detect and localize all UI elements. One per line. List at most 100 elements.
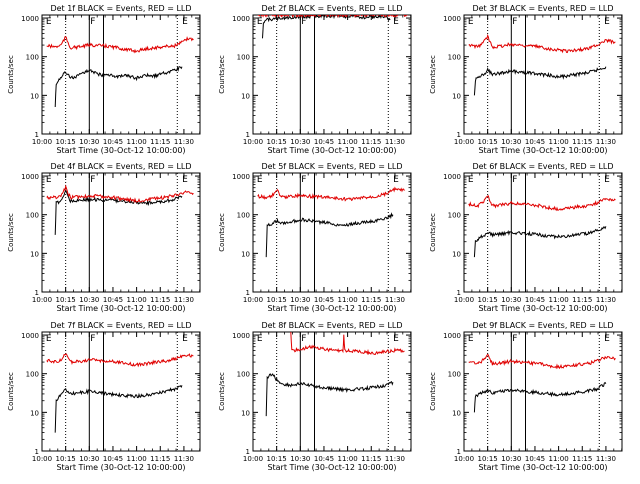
x-axis-label: Start Time (30-Oct-12 10:00:00): [267, 463, 396, 472]
interval-marker-label: F: [512, 175, 517, 185]
x-axis-label: Start Time (30-Oct-12 10:00:00): [56, 304, 185, 313]
x-tick-label: 11:30: [596, 138, 616, 146]
plot-frame: [252, 14, 412, 135]
y-axis-label: Counts/sec: [7, 55, 15, 94]
plot-frame: [41, 331, 201, 452]
x-axis-label: Start Time (30-Oct-12 10:00:00): [267, 146, 396, 155]
x-tick-label: 10:30: [79, 138, 99, 146]
x-tick-label: 10:30: [501, 455, 521, 463]
y-tick-label: 100: [26, 371, 39, 379]
y-tick-label: 10: [241, 409, 250, 417]
x-tick-label: 10:15: [478, 455, 498, 463]
panel-title: Det 2f BLACK = Events, RED = LLD: [261, 4, 402, 13]
x-axis-label: Start Time (30-Oct-12 10:00:00): [56, 146, 185, 155]
panel-title: Det 3f BLACK = Events, RED = LLD: [472, 4, 613, 13]
lld-series-line: [290, 332, 405, 356]
x-tick-label: 10:30: [290, 455, 310, 463]
y-tick-label: 100: [237, 371, 250, 379]
x-tick-label: 11:15: [150, 296, 170, 304]
x-tick-label: 10:00: [32, 296, 52, 304]
x-tick-label: 10:45: [314, 296, 334, 304]
x-tick-label: 11:30: [596, 455, 616, 463]
y-tick-label: 1000: [21, 173, 39, 181]
y-tick-label: 10: [241, 92, 250, 100]
x-tick-label: 10:15: [56, 138, 76, 146]
interval-marker-label: F: [90, 334, 95, 344]
interval-marker-label: E: [182, 17, 188, 27]
x-axis-label: Start Time (30-Oct-12 10:00:00): [56, 463, 185, 472]
lld-series-line: [46, 184, 194, 204]
y-axis-label: Counts/sec: [218, 372, 226, 411]
x-tick-label: 10:30: [79, 296, 99, 304]
interval-marker-label: E: [257, 334, 263, 344]
y-tick-label: 1: [246, 289, 250, 297]
y-tick-label: 10: [30, 409, 39, 417]
interval-marker-label: E: [468, 175, 474, 185]
x-tick-label: 11:15: [572, 296, 592, 304]
panel-title: Det 7f BLACK = Events, RED = LLD: [50, 321, 191, 330]
x-tick-label: 11:15: [150, 138, 170, 146]
x-tick-label: 11:15: [361, 296, 381, 304]
x-tick-label: 11:15: [361, 455, 381, 463]
x-axis-label: Start Time (30-Oct-12 10:00:00): [478, 463, 607, 472]
y-tick-label: 100: [448, 371, 461, 379]
y-tick-label: 10: [452, 250, 461, 258]
x-tick-label: 11:00: [338, 296, 358, 304]
y-tick-label: 1: [35, 448, 39, 456]
events-series-line: [473, 381, 607, 413]
y-axis-label: Counts/sec: [218, 55, 226, 94]
interval-marker-label: F: [512, 17, 517, 27]
x-tick-label: 10:30: [290, 296, 310, 304]
panel-4: Det 4f BLACK = Events, RED = LLD 1 10 100 10…: [7, 162, 201, 313]
interval-marker-label: E: [393, 17, 399, 27]
lld-series-line: [468, 195, 616, 212]
x-tick-label: 10:00: [454, 455, 474, 463]
interval-marker-label: E: [182, 175, 188, 185]
interval-marker-label: E: [46, 334, 52, 344]
y-tick-label: 1000: [21, 15, 39, 23]
lld-series-line: [46, 36, 194, 54]
x-tick-label: 10:00: [243, 455, 263, 463]
panel-3: Det 3f BLACK = Events, RED = LLD 1 10 100 10…: [429, 4, 623, 155]
y-axis-label: Counts/sec: [7, 213, 15, 252]
x-tick-label: 11:00: [549, 455, 569, 463]
plot-frame: [463, 331, 623, 452]
lld-series-line: [468, 33, 616, 54]
y-tick-label: 1000: [232, 332, 250, 340]
y-tick-label: 1: [35, 289, 39, 297]
y-tick-label: 1: [246, 131, 250, 139]
x-tick-label: 10:15: [267, 138, 287, 146]
x-tick-label: 11:00: [549, 138, 569, 146]
x-tick-label: 11:00: [549, 296, 569, 304]
x-tick-label: 10:15: [478, 138, 498, 146]
y-tick-label: 1: [35, 131, 39, 139]
interval-marker-label: E: [604, 175, 610, 185]
y-tick-label: 1: [246, 448, 250, 456]
x-tick-label: 11:15: [361, 138, 381, 146]
y-tick-label: 1: [457, 448, 461, 456]
interval-marker-label: E: [604, 17, 610, 27]
x-tick-label: 10:45: [525, 138, 545, 146]
y-tick-label: 1000: [232, 173, 250, 181]
y-tick-label: 1000: [232, 15, 250, 23]
x-tick-label: 11:30: [174, 455, 194, 463]
y-tick-label: 100: [26, 212, 39, 220]
y-tick-label: 1000: [21, 332, 39, 340]
x-tick-label: 10:00: [243, 138, 263, 146]
x-tick-label: 11:30: [174, 296, 194, 304]
interval-marker-label: F: [301, 175, 306, 185]
interval-marker-label: E: [393, 334, 399, 344]
x-tick-label: 11:15: [572, 138, 592, 146]
x-tick-label: 10:45: [103, 138, 123, 146]
interval-marker-label: F: [90, 175, 95, 185]
panel-title: Det 5f BLACK = Events, RED = LLD: [261, 162, 402, 171]
panel-6: Det 6f BLACK = Events, RED = LLD 1 10 100 10…: [429, 162, 623, 313]
events-series-line: [265, 212, 394, 258]
y-tick-label: 100: [448, 54, 461, 62]
events-series-line: [473, 226, 607, 258]
y-tick-label: 1: [457, 289, 461, 297]
x-tick-label: 11:30: [174, 138, 194, 146]
panel-title: Det 8f BLACK = Events, RED = LLD: [261, 321, 402, 330]
x-tick-label: 10:45: [525, 296, 545, 304]
